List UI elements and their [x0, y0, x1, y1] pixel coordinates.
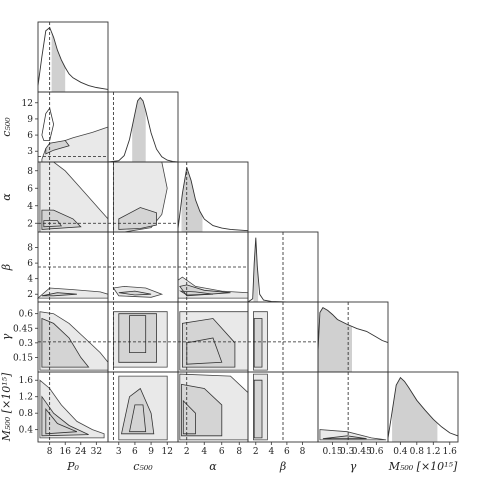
xtick-label-gamma-2: 0.45: [352, 447, 372, 457]
marginal-curve-M500: [387, 376, 459, 439]
ytick-label-M500-0: 0.4: [19, 426, 34, 436]
ytick-label-c500-0: 3: [27, 147, 33, 157]
xtick-label-beta-3: 8: [300, 447, 306, 457]
contour-inner-1-0: [45, 140, 70, 155]
marginal-shade-gamma: [318, 307, 352, 372]
panel-frame-0-0: [37, 21, 109, 93]
contour-inner-2-0: [41, 209, 82, 230]
ytick-label-M500-3: 1.6: [19, 376, 34, 386]
ytick-label-alpha-2: 6: [27, 184, 33, 194]
xaxis-label-M500: M₅₀₀ [×10¹⁵]: [388, 460, 458, 473]
marginal-curve-c500: [107, 96, 179, 163]
xaxis-label-c500: c₅₀₀: [133, 460, 153, 473]
xtick-label-c500-1: 6: [132, 447, 138, 457]
ytick-label-alpha-1: 4: [27, 202, 33, 212]
ytick-label-c500-3: 12: [22, 99, 33, 109]
ytick-label-c500-2: 9: [27, 115, 33, 125]
xtick-label-M500-2: 1.2: [426, 447, 440, 457]
marginal-shade-alpha: [181, 167, 203, 232]
contour-extra-1-0: [41, 107, 55, 141]
ytick-label-alpha-3: 8: [27, 167, 33, 177]
ytick-label-beta-0: 2: [27, 290, 33, 300]
panel-frame-5-5: [387, 371, 459, 443]
contour-inner-4-0: [41, 317, 90, 368]
xtick-label-c500-2: 9: [148, 447, 154, 457]
contour-inner-4-3: [253, 318, 263, 368]
contour-extra-5-0: [45, 407, 78, 435]
marginal-shade-c500: [132, 97, 146, 162]
xtick-label-P0-3: 32: [91, 447, 102, 457]
xaxis-label-gamma: γ: [350, 460, 357, 473]
xaxis-label-alpha: α: [209, 460, 217, 473]
ytick-label-gamma-0: 0.15: [13, 353, 33, 363]
contour-inner-3-1: [118, 290, 152, 296]
contour-inner-5-4: [322, 435, 367, 440]
marginal-curve-gamma: [317, 306, 389, 352]
marginal-shade-P0: [51, 32, 66, 92]
xtick-label-beta-0: 2: [253, 447, 259, 457]
xtick-label-M500-0: 0.4: [393, 447, 408, 457]
xtick-label-P0-0: 8: [47, 447, 53, 457]
contour-extra-5-2: [182, 399, 196, 435]
ytick-label-M500-1: 0.8: [19, 409, 34, 419]
xaxis-label-P0: P₀: [66, 460, 79, 473]
contour-inner-5-0: [41, 395, 89, 437]
contour-inner-5-1: [121, 387, 155, 435]
contour-inner-5-2: [181, 383, 223, 437]
xtick-label-beta-1: 4: [268, 447, 274, 457]
xtick-label-alpha-3: 8: [236, 447, 242, 457]
yaxis-label-gamma: γ: [0, 333, 13, 340]
contour-extra-2-0: [43, 220, 63, 228]
contour-inner-5-3: [253, 379, 263, 439]
xtick-label-gamma-3: 0.6: [369, 447, 384, 457]
contour-inner-4-1: [118, 313, 157, 363]
yaxis-label-beta: β: [0, 264, 13, 271]
xtick-label-beta-2: 6: [284, 447, 290, 457]
contour-outer-3-0: [36, 287, 109, 299]
contour-extra-4-1: [129, 315, 147, 354]
xtick-label-gamma-0: 0.15: [323, 447, 343, 457]
yaxis-label-M500: M₅₀₀ [×10¹⁵]: [0, 372, 13, 442]
ytick-label-beta-1: 4: [27, 275, 33, 285]
ytick-label-c500-1: 6: [27, 131, 33, 141]
xtick-label-M500-1: 0.8: [410, 447, 425, 457]
xtick-label-gamma-1: 0.3: [340, 447, 355, 457]
marginal-curve-P0: [37, 26, 109, 90]
ytick-label-gamma-3: 0.6: [19, 310, 34, 320]
xtick-label-c500-0: 3: [116, 447, 122, 457]
contour-extra-3-2: [179, 290, 214, 296]
contour-inner-4-2: [181, 318, 236, 368]
contour-inner-3-0: [41, 292, 77, 297]
ytick-label-gamma-1: 0.3: [19, 339, 34, 349]
xaxis-label-beta: β: [279, 460, 286, 473]
ytick-label-beta-2: 6: [27, 259, 33, 269]
yaxis-label-c500: c₅₀₀: [0, 117, 13, 137]
xtick-label-alpha-2: 6: [219, 447, 225, 457]
xtick-label-P0-1: 16: [59, 447, 71, 457]
xtick-label-alpha-1: 4: [201, 447, 207, 457]
xtick-label-P0-2: 24: [75, 447, 87, 457]
marginal-shade-M500: [392, 378, 438, 442]
yaxis-label-alpha: α: [0, 193, 13, 201]
xtick-label-alpha-0: 2: [184, 447, 190, 457]
ytick-label-M500-2: 1.2: [19, 393, 33, 403]
marginal-shade-beta: [253, 237, 259, 302]
ytick-label-alpha-0: 2: [27, 219, 33, 229]
xtick-label-c500-3: 12: [162, 447, 173, 457]
xtick-label-M500-3: 1.6: [443, 447, 458, 457]
contour-extra-5-1: [129, 404, 147, 433]
contour-inner-2-1: [118, 207, 157, 230]
marginal-curve-alpha: [177, 167, 249, 232]
ytick-label-gamma-2: 0.45: [13, 324, 33, 334]
ytick-label-beta-3: 8: [27, 244, 33, 254]
